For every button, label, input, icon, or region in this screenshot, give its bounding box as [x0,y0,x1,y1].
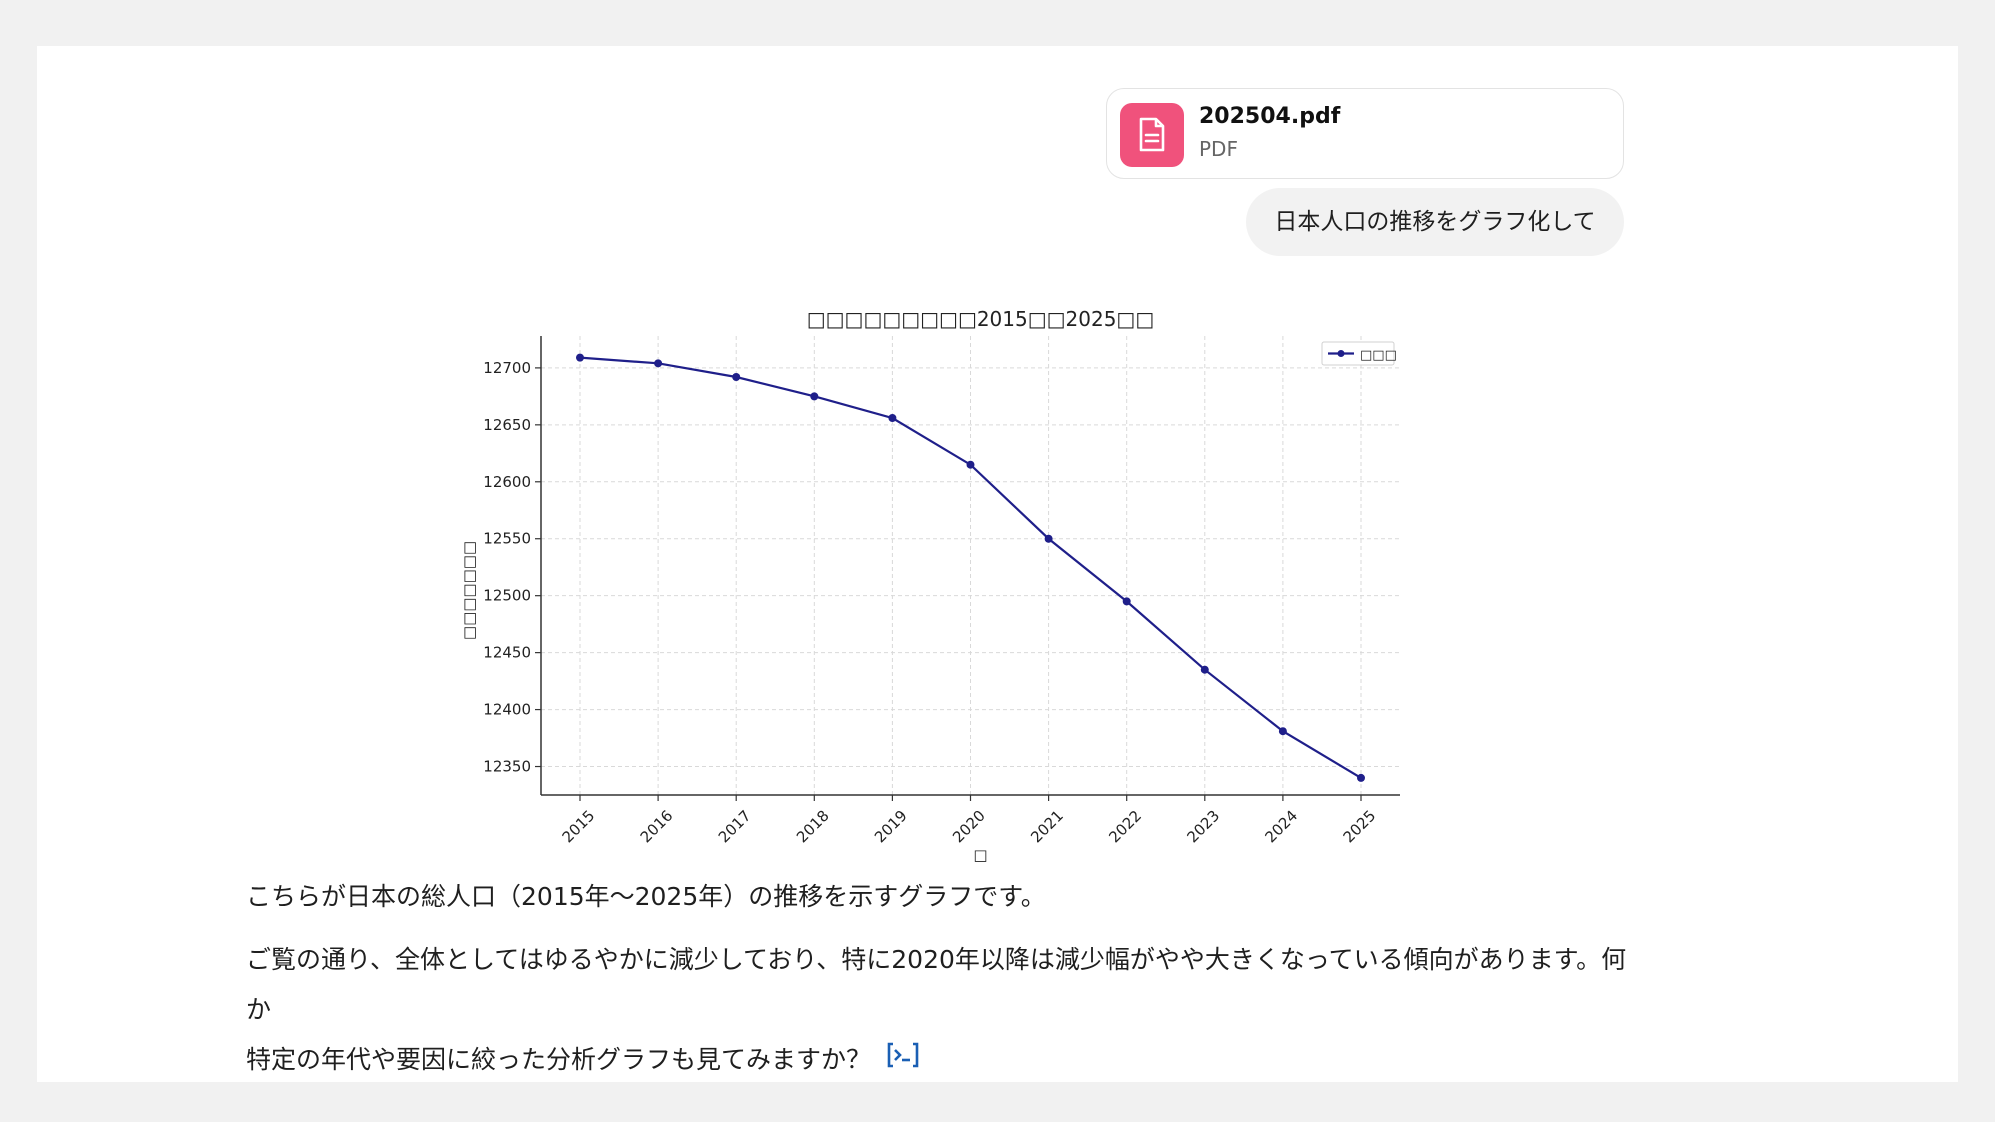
legend-marker [1337,350,1345,357]
code-interpreter-icon[interactable] [885,1036,921,1086]
legend-box [1321,341,1395,366]
attachment-card[interactable]: 202504.pdf PDF [1106,88,1624,179]
y-tick-label: 12400 [483,701,531,719]
data-point [1357,773,1365,782]
x-axis-label: □ [973,846,987,864]
population-line-chart: 12350 12400 12450 12500 12550 12600 12650 12700… [460,307,1400,864]
response-paragraph-1: こちらが日本の総人口（2015年～2025年）の推移を示すグラフです。 [246,882,1046,911]
y-tick-label: 12500 [483,587,531,605]
y-tick-label: 12550 [483,530,531,548]
y-tick-label: 12650 [483,416,531,434]
data-point [888,414,897,423]
x-tick-label: 2017 [715,807,755,847]
attachment-file-name: 202504.pdf [1199,104,1341,129]
chat-frame [37,46,1958,1082]
y-tick-label: 12450 [483,644,531,662]
data-point [1278,727,1287,736]
legend-label: □□□ [1360,348,1397,363]
attachment-file-type: PDF [1199,137,1238,161]
y-tick-label: 12600 [483,473,531,491]
x-tick-label: 2022 [1105,807,1145,847]
data-point [810,392,819,401]
chart-title: □□□□□□□□□2015□□2025□□ [807,307,1154,331]
response-paragraph-2-line-2: 特定の年代や要因に絞った分析グラフも見てみますか？ [246,1035,1646,1086]
y-axis-label: □□□□□□□ [460,541,478,640]
response-paragraph-2-line-1: ご覧の通り、全体としてはゆるやかに減少しており、特に2020年以降は減少幅がやや… [246,945,1627,1024]
x-tick-label: 2019 [871,807,911,847]
x-tick-label: 2016 [637,807,677,847]
data-point [1122,597,1131,606]
x-tick-label: 2018 [793,807,833,847]
x-tick-label: 2020 [949,807,989,847]
document-icon [1120,103,1184,167]
data-point [966,460,975,469]
data-point [1044,534,1053,543]
x-tick-label: 2025 [1340,807,1380,847]
data-point [576,353,584,362]
user-message-bubble: 日本人口の推移をグラフ化して [1246,188,1624,256]
x-tick-label: 2023 [1183,807,1223,847]
x-tick-label: 2024 [1262,807,1302,847]
response-paragraph-2: ご覧の通り、全体としてはゆるやかに減少しており、特に2020年以降は減少幅がやや… [246,935,1646,1086]
y-tick-label: 12350 [483,758,531,776]
x-tick-label: 2015 [559,807,599,847]
response-paragraph-2-text: 特定の年代や要因に絞った分析グラフも見てみますか？ [246,1045,872,1074]
x-tick-label: 2021 [1027,807,1067,847]
data-point [654,359,663,368]
data-point [1200,665,1209,674]
y-tick-label: 12700 [483,359,531,377]
data-point [732,373,741,382]
